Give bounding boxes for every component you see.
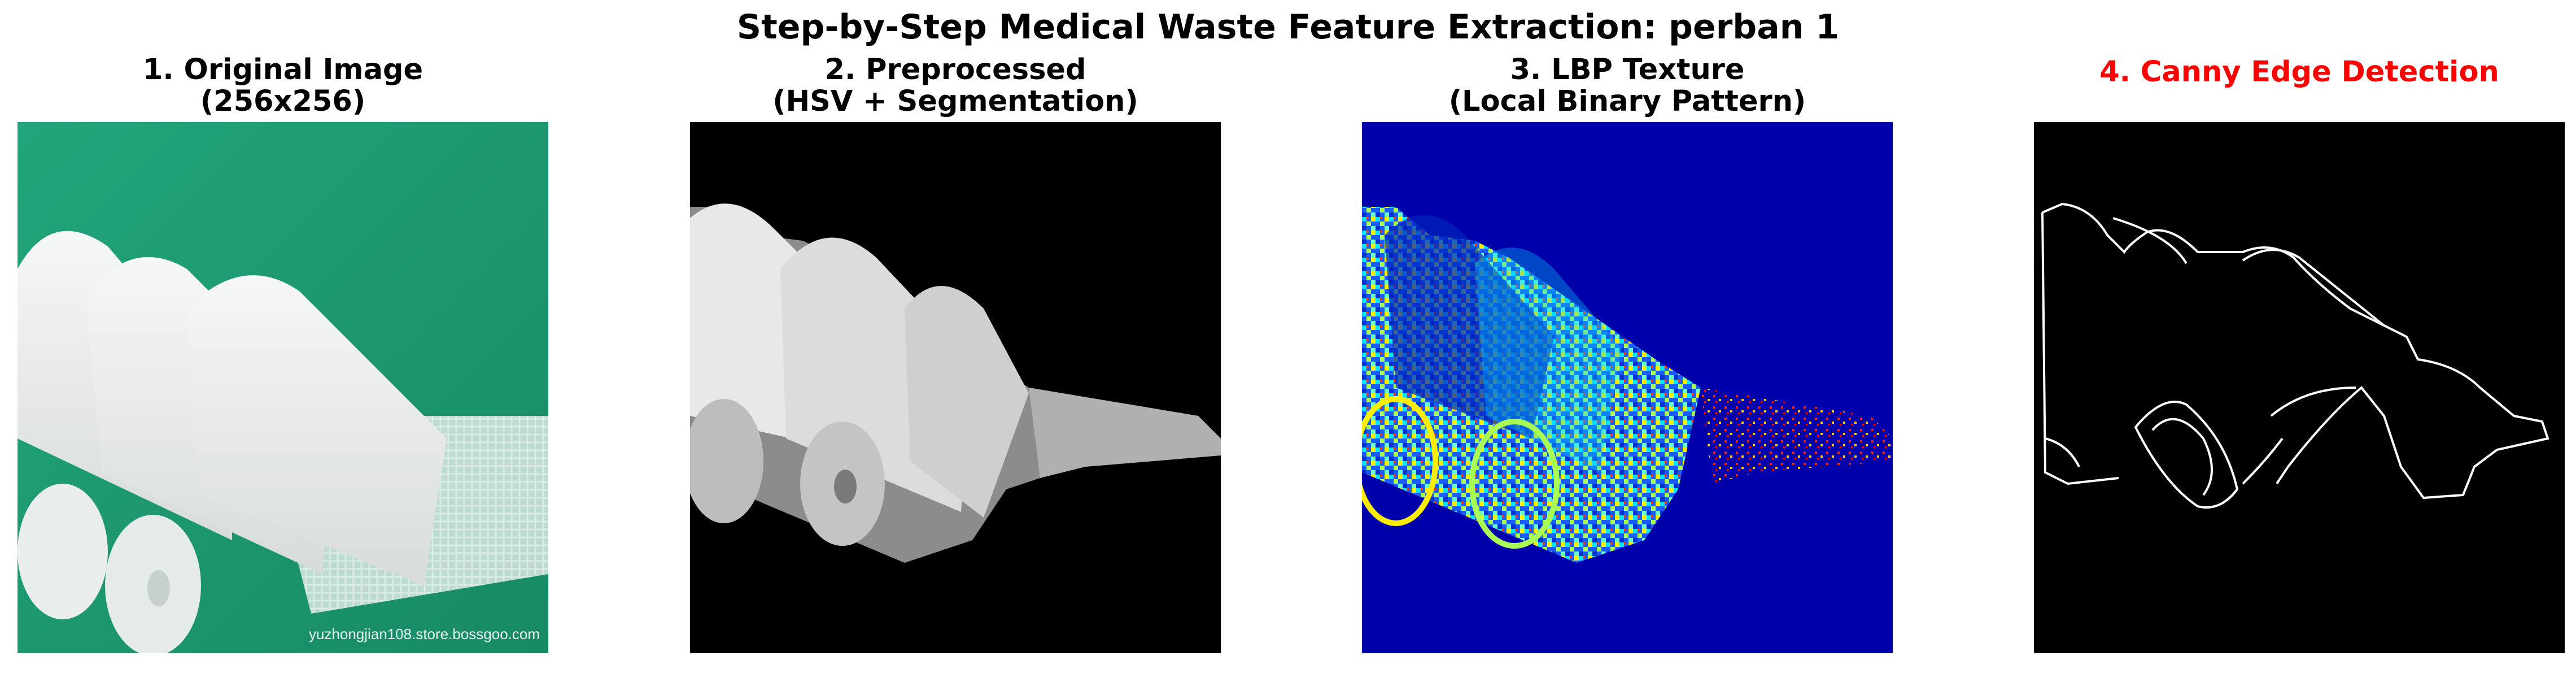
panel-preprocessed: 2. Preprocessed (HSV + Segmentation) <box>690 54 1221 653</box>
canny-edge-image <box>2034 122 2565 653</box>
title-line-2: (HSV + Segmentation) <box>772 85 1138 118</box>
panel-title-lbp: 3. LBP Texture (Local Binary Pattern) <box>1362 54 1893 122</box>
title-line-1: 2. Preprocessed <box>824 53 1086 86</box>
image-watermark: yuzhongjian108.store.bossgoo.com <box>309 626 540 642</box>
title-line-1: 1. Original Image <box>142 53 423 86</box>
preprocessed-image <box>690 122 1221 653</box>
title-line-2: (256x256) <box>200 85 366 118</box>
title-line-1: 3. LBP Texture <box>1510 53 1745 86</box>
panel-title-original: 1. Original Image (256x256) <box>18 54 548 122</box>
panel-lbp-texture: 3. LBP Texture (Local Binary Pattern) <box>1362 54 1893 653</box>
panel-title-canny: 4. Canny Edge Detection <box>2034 54 2565 122</box>
panel-title-preprocessed: 2. Preprocessed (HSV + Segmentation) <box>690 54 1221 122</box>
figure-title: Step-by-Step Medical Waste Feature Extra… <box>736 7 1840 47</box>
original-image: yuzhongjian108.store.bossgoo.com <box>18 122 548 653</box>
title-line-1: 4. Canny Edge Detection <box>2099 55 2499 89</box>
panel-canny-edges: 4. Canny Edge Detection <box>2034 54 2565 653</box>
panel-original-image: 1. Original Image (256x256) <box>18 54 548 653</box>
lbp-image <box>1362 122 1893 653</box>
title-line-2: (Local Binary Pattern) <box>1448 85 1806 118</box>
